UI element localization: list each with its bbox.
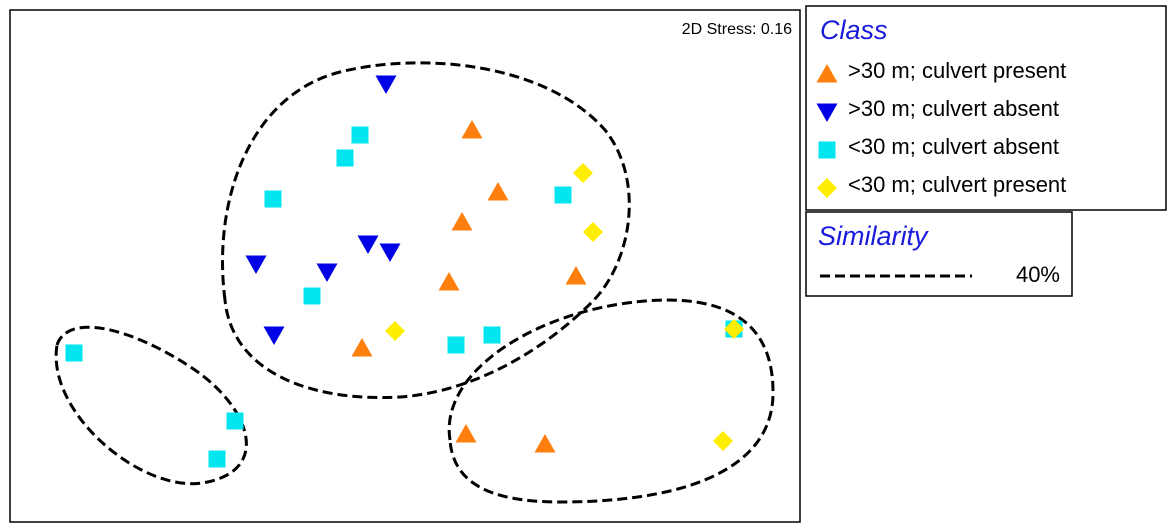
legend-label: >30 m; culvert present <box>848 58 1066 83</box>
point <box>351 126 369 144</box>
point <box>451 212 473 231</box>
legend-marker <box>816 103 838 122</box>
point <box>226 412 244 430</box>
point <box>316 263 338 282</box>
plot-frame <box>9 9 801 523</box>
point <box>357 235 379 254</box>
point <box>351 338 373 357</box>
point <box>534 434 556 453</box>
point <box>447 336 465 354</box>
point <box>263 326 285 345</box>
point <box>565 266 587 285</box>
point <box>724 319 744 339</box>
point <box>379 243 401 262</box>
legend-marker <box>816 64 838 83</box>
point <box>461 120 483 139</box>
similarity-contour <box>447 298 775 504</box>
point <box>336 149 354 167</box>
similarity-title: Similarity <box>818 221 929 251</box>
point <box>385 321 405 341</box>
similarity-contour <box>54 325 248 486</box>
point <box>583 222 603 242</box>
point <box>573 163 593 183</box>
class-legend-box <box>805 5 1167 211</box>
point <box>303 287 321 305</box>
stress-annotation: 2D Stress: 0.16 <box>682 21 792 38</box>
legend-title: Class <box>820 15 888 45</box>
point <box>713 431 733 451</box>
point <box>264 190 282 208</box>
similarity-legend-box <box>805 211 1073 297</box>
similarity-contour <box>221 61 631 400</box>
legend-marker <box>817 178 837 198</box>
legend-label: <30 m; culvert present <box>848 172 1066 197</box>
point <box>438 272 460 291</box>
point <box>375 75 397 94</box>
legend-marker <box>818 141 836 159</box>
similarity-label: 40% <box>1016 262 1060 287</box>
legend-label: >30 m; culvert absent <box>848 96 1059 121</box>
points <box>65 75 744 468</box>
point <box>483 326 501 344</box>
point <box>245 255 267 274</box>
legend: >30 m; culvert present >30 m; culvert abs… <box>816 58 1066 198</box>
point <box>554 186 572 204</box>
point <box>487 182 509 201</box>
point <box>65 344 83 362</box>
point <box>208 450 226 468</box>
legend-label: <30 m; culvert absent <box>848 134 1059 159</box>
point <box>455 424 477 443</box>
